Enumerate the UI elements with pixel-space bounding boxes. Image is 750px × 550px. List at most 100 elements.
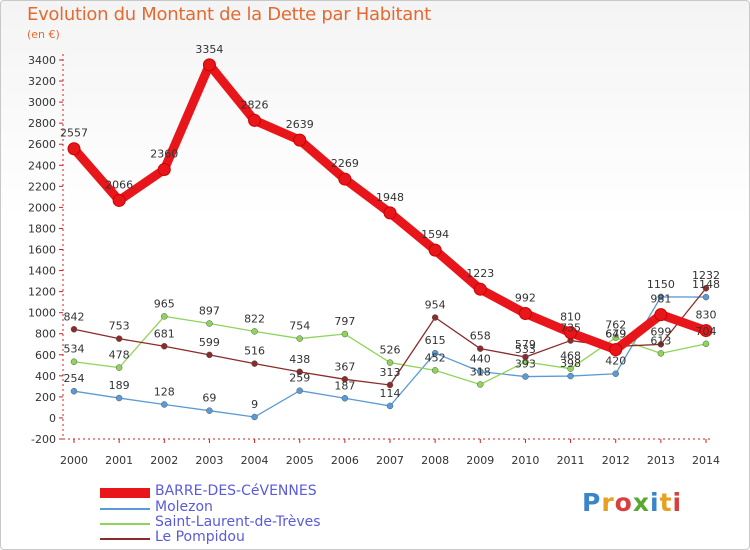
data-point [431,349,439,357]
data-label: 69 [202,392,216,405]
x-tick-label: 2009 [466,454,494,467]
data-point [383,206,397,220]
logo-letter: i [650,488,660,517]
data-label: 1148 [692,278,720,291]
data-point [293,133,307,147]
data-label: 516 [244,345,265,358]
data-label: 1150 [647,278,675,291]
data-label: 9 [251,398,258,411]
x-tick-label: 2004 [241,454,269,467]
data-label: 2557 [60,127,88,140]
data-label: 897 [199,305,220,318]
data-label: 810 [560,311,581,324]
y-tick-label: 0 [49,412,56,425]
data-label: 526 [380,344,401,357]
data-label: 822 [244,312,265,325]
data-label: 259 [289,372,310,385]
data-label: 452 [425,351,446,364]
data-point [567,365,574,372]
data-point [251,360,258,367]
y-tick-label: 2800 [28,117,56,130]
data-point [473,282,487,296]
data-point [161,343,168,350]
data-point [477,345,484,352]
logo-letter: r [601,488,615,517]
data-point [609,343,623,357]
data-label: 842 [64,310,85,323]
data-label: 254 [64,372,85,385]
y-tick-label: 600 [35,349,56,362]
data-label: 1223 [466,267,494,280]
legend-item: Saint-Laurent-de-Trèves [100,514,360,530]
data-label: 2066 [105,178,133,191]
data-label: 992 [515,292,536,305]
data-point [161,313,168,320]
data-label: 681 [154,327,175,340]
y-tick-label: 1200 [28,286,56,299]
data-point [341,395,349,402]
data-label: 187 [334,379,355,392]
data-label: 420 [605,355,626,368]
data-point [699,324,713,338]
data-point [612,334,619,341]
data-label: 954 [425,299,446,312]
data-point [251,328,258,335]
data-point [431,367,439,374]
proxiti-logo: Proxiti [582,488,682,517]
x-tick-label: 2000 [60,454,88,467]
x-tick-label: 2010 [511,454,539,467]
x-tick-label: 2013 [647,454,675,467]
data-point [296,387,303,394]
y-tick-label: -200 [31,433,56,446]
data-point [654,308,668,322]
data-point [657,350,665,357]
logo-letter: P [582,488,602,517]
data-point [386,359,394,366]
data-label: 735 [560,322,581,335]
data-point [341,376,349,383]
data-label: 393 [515,358,536,371]
y-tick-label: 1800 [28,222,56,235]
data-point [112,193,126,207]
legend-swatch [100,488,150,498]
data-label: 438 [289,353,310,366]
data-label: 613 [650,334,671,347]
data-label: 189 [109,379,130,392]
legend-item: Le Pompidou [100,529,360,545]
y-tick-label: 3000 [28,96,56,109]
data-point [161,401,168,408]
data-point [522,373,529,380]
logo-letter: x [632,488,650,517]
data-label: 704 [696,325,717,338]
logo-letter: i [672,488,683,517]
data-label: 753 [109,320,130,333]
y-tick-label: 2000 [28,201,56,214]
data-point [341,330,349,338]
data-label: 797 [334,315,355,328]
data-label: 2360 [150,147,178,160]
data-label: 1594 [421,228,449,241]
data-point [386,402,394,410]
data-label: 313 [380,366,401,379]
data-label: 981 [650,293,671,306]
logo-letter: o [614,488,633,517]
x-tick-label: 2002 [150,454,178,467]
legend-swatch [100,523,150,525]
data-label: 2269 [331,157,359,170]
data-point [70,387,78,395]
data-label: 1948 [376,191,404,204]
legend-item: BARRE-DES-CéVENNES [100,483,360,499]
data-label: 615 [425,334,446,347]
data-point [702,340,710,348]
data-point [702,284,710,292]
data-label: 658 [470,330,491,343]
data-point [567,372,574,380]
x-tick-label: 2007 [376,454,404,467]
data-point [702,293,710,301]
y-tick-label: 800 [35,328,56,341]
data-label: 533 [515,343,536,356]
x-tick-label: 2008 [421,454,449,467]
legend-label: BARRE-DES-CéVENNES [155,483,317,499]
data-point [206,320,213,327]
